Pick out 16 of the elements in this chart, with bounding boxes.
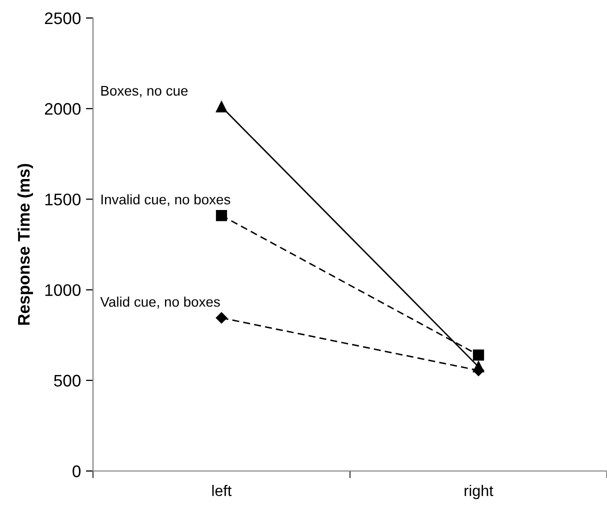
y-axis-title: Response Time (ms)	[17, 164, 34, 325]
y-tick-label: 0	[72, 465, 81, 478]
y-tick-label: 1500	[45, 194, 81, 206]
point	[472, 349, 484, 361]
y-tick-label: 2500	[44, 12, 81, 24]
y-tick-label: 1000	[45, 284, 81, 296]
x-tick-label: right	[464, 484, 494, 500]
text: Boxes, no cue	[101, 86, 188, 98]
y-tick-label: 500	[54, 374, 81, 387]
point	[216, 312, 228, 324]
series-label: Valid cue, no boxes	[100, 296, 220, 308]
x-tick-label: left	[212, 484, 232, 496]
point	[216, 101, 228, 112]
y-tick-label: 2000	[44, 103, 81, 115]
point	[216, 210, 228, 222]
series-label: Invalid cue, no boxes	[101, 194, 230, 206]
